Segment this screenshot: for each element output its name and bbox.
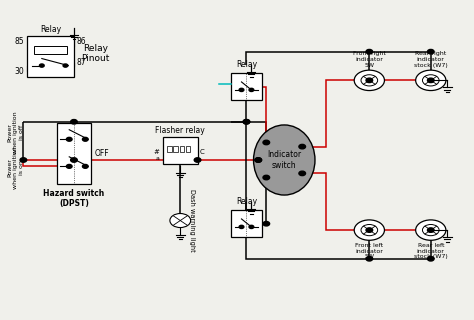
Text: Hazard switch
(DPST): Hazard switch (DPST) <box>43 189 105 208</box>
Circle shape <box>366 78 373 83</box>
Circle shape <box>366 228 373 232</box>
Circle shape <box>299 171 306 176</box>
Text: Front left
indicator
5W: Front left indicator 5W <box>356 243 383 260</box>
Circle shape <box>366 50 373 54</box>
Text: Power
when ignition
is on: Power when ignition is on <box>8 147 24 189</box>
Bar <box>57 123 91 184</box>
Bar <box>27 36 74 77</box>
Bar <box>34 46 67 54</box>
Text: Relay
Pinout: Relay Pinout <box>81 44 109 63</box>
Circle shape <box>299 144 306 149</box>
Circle shape <box>416 220 446 240</box>
Circle shape <box>20 158 27 162</box>
Circle shape <box>82 137 88 141</box>
Circle shape <box>255 158 262 162</box>
Circle shape <box>170 213 191 228</box>
Circle shape <box>263 175 270 180</box>
Circle shape <box>249 225 254 228</box>
Circle shape <box>71 158 77 162</box>
Bar <box>167 146 172 152</box>
Text: Relay: Relay <box>40 25 61 34</box>
Text: Relay: Relay <box>236 197 257 206</box>
Bar <box>180 146 184 152</box>
Text: C: C <box>200 149 205 155</box>
Circle shape <box>66 137 72 141</box>
Text: 85: 85 <box>15 37 24 46</box>
Text: Rear right
indicator
stock (W7): Rear right indicator stock (W7) <box>414 51 447 68</box>
Circle shape <box>428 228 434 232</box>
Text: Flasher relay: Flasher relay <box>155 126 205 135</box>
Circle shape <box>39 64 44 67</box>
Circle shape <box>416 70 446 91</box>
Text: 87: 87 <box>76 58 86 67</box>
Circle shape <box>243 120 250 124</box>
Text: Indicator
switch: Indicator switch <box>267 150 301 170</box>
Text: Dash warning light: Dash warning light <box>189 189 195 252</box>
Circle shape <box>354 70 384 91</box>
Circle shape <box>366 257 373 261</box>
Circle shape <box>428 50 434 54</box>
Text: 86: 86 <box>76 37 86 46</box>
Circle shape <box>249 88 254 92</box>
Circle shape <box>263 140 270 145</box>
Bar <box>186 146 191 152</box>
Circle shape <box>255 158 262 162</box>
Text: Relay: Relay <box>236 60 257 69</box>
Text: 30: 30 <box>15 67 24 76</box>
Circle shape <box>82 164 88 168</box>
Circle shape <box>354 220 384 240</box>
Circle shape <box>239 225 244 228</box>
Circle shape <box>243 120 250 124</box>
Circle shape <box>239 88 244 92</box>
Bar <box>231 73 262 100</box>
Text: OFF: OFF <box>95 149 109 158</box>
Circle shape <box>428 257 434 261</box>
Circle shape <box>428 78 434 83</box>
Ellipse shape <box>254 125 315 195</box>
Circle shape <box>194 158 201 162</box>
Text: Rear left
indicator
stock (W7): Rear left indicator stock (W7) <box>414 243 447 260</box>
Text: Power
when ignition
is off: Power when ignition is off <box>8 112 24 154</box>
Bar <box>231 210 262 237</box>
Text: a: a <box>156 156 160 161</box>
Circle shape <box>63 64 68 67</box>
Bar <box>173 146 178 152</box>
Circle shape <box>71 120 77 124</box>
Circle shape <box>66 164 72 168</box>
Text: #: # <box>154 149 160 155</box>
Circle shape <box>263 221 270 226</box>
Bar <box>163 137 198 164</box>
Text: Front right
indicator
5W: Front right indicator 5W <box>353 51 386 68</box>
